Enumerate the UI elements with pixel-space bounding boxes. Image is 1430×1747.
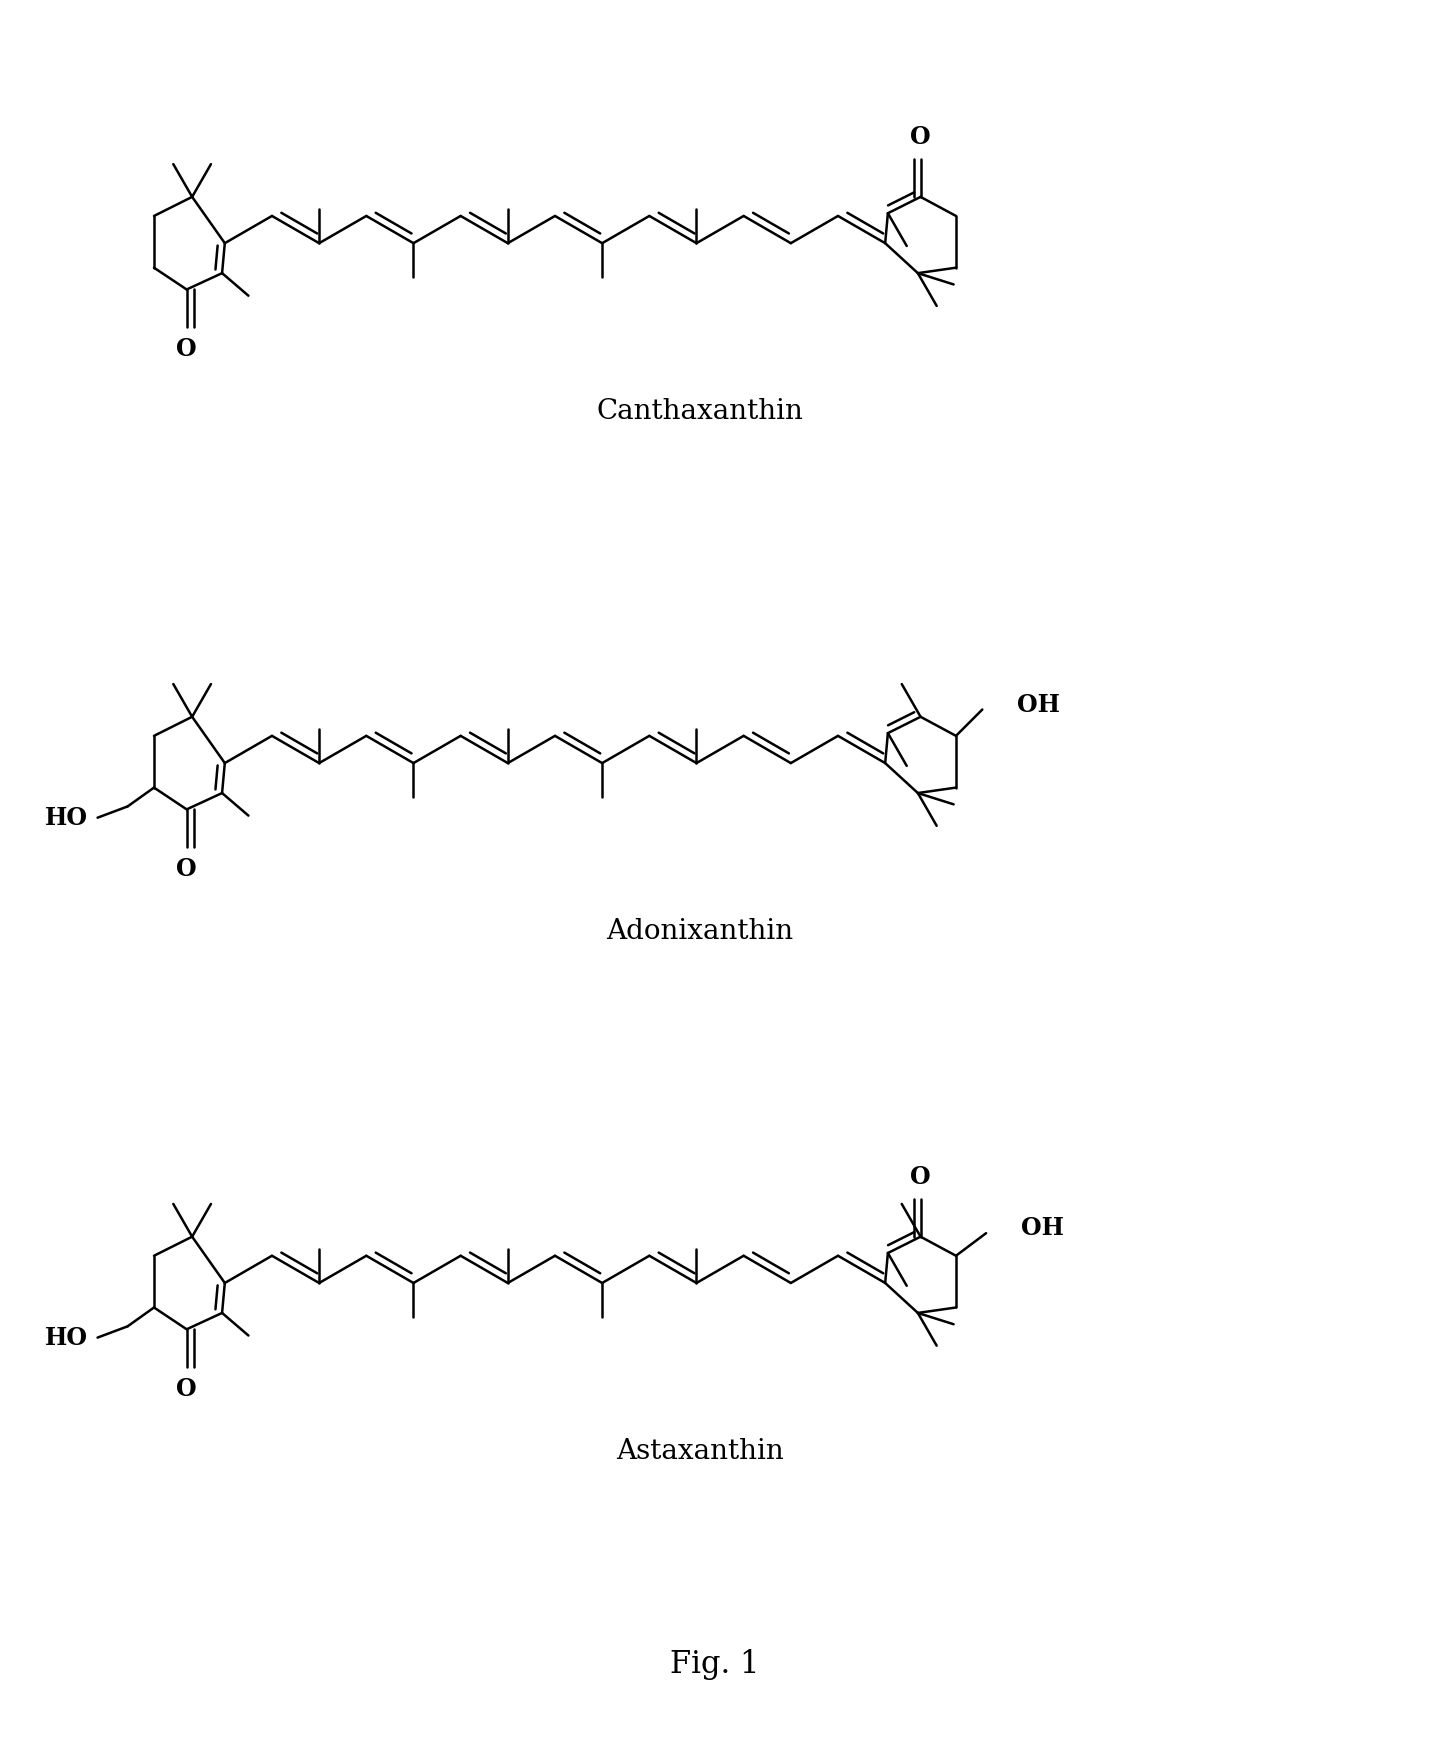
Text: O: O [176,1377,197,1401]
Text: O: O [176,337,197,362]
Text: Canthaxanthin: Canthaxanthin [596,398,804,425]
Text: O: O [911,126,931,150]
Text: Fig. 1: Fig. 1 [671,1649,759,1681]
Text: Astaxanthin: Astaxanthin [616,1438,784,1464]
Text: Adonixanthin: Adonixanthin [606,917,794,945]
Text: OH: OH [1017,692,1060,716]
Text: HO: HO [44,805,87,830]
Text: OH: OH [1021,1216,1064,1240]
Text: O: O [176,856,197,880]
Text: HO: HO [44,1326,87,1350]
Text: O: O [911,1165,931,1190]
